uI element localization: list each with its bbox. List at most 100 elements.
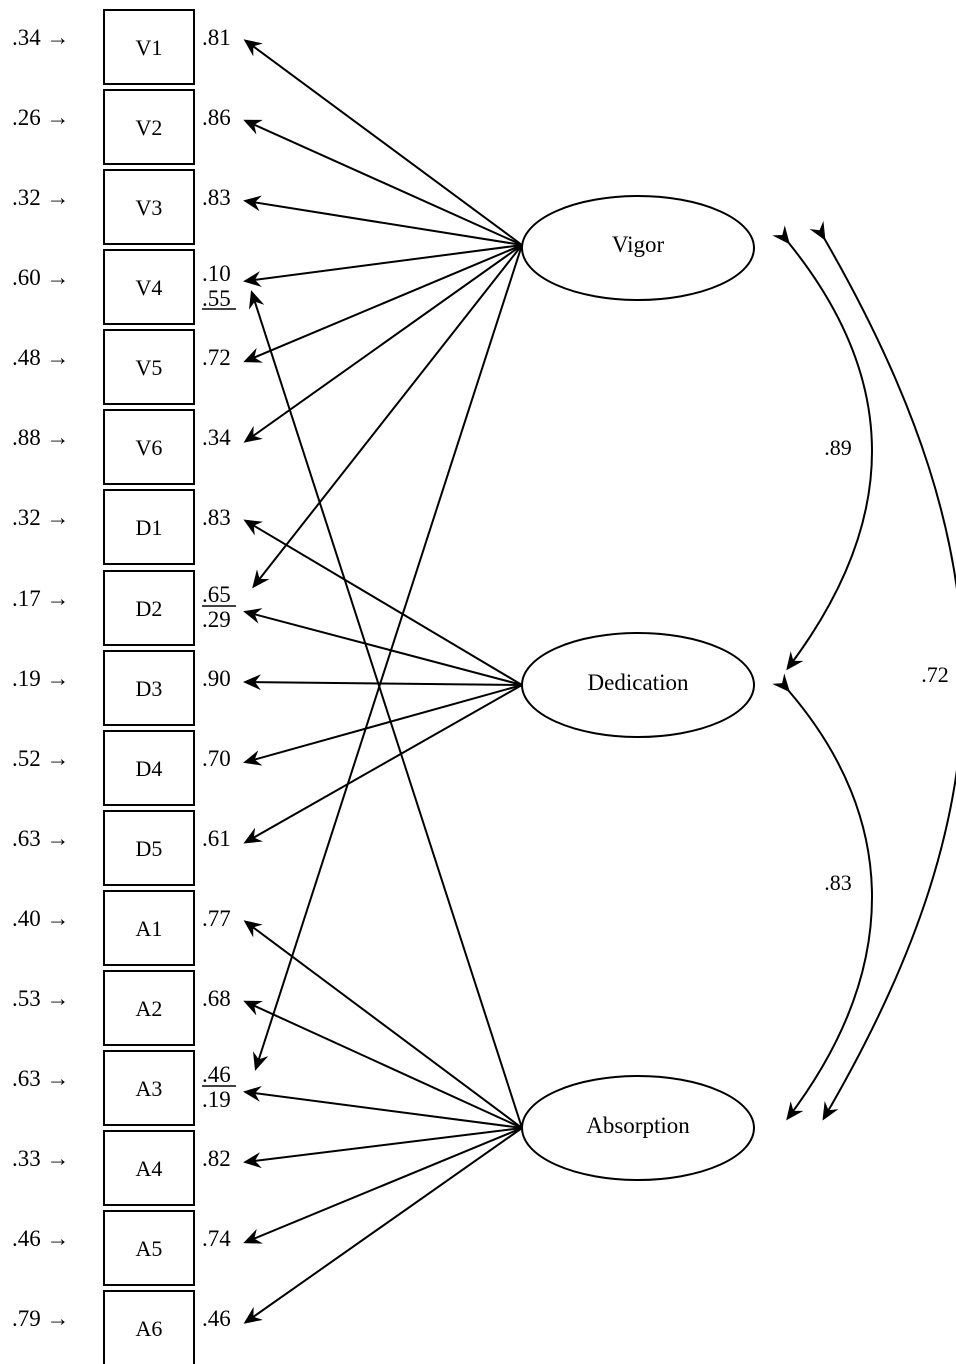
cross-loading: .46	[202, 1062, 231, 1087]
indicator-d4: D4 .52 → .70	[12, 730, 231, 806]
corr-vigor-absorption-arc	[809, 221, 956, 1121]
factor-vigor-label: Vigor	[612, 232, 665, 257]
factor-loading: .70	[202, 746, 231, 771]
loading-arrow-absorption-a5	[243, 1127, 523, 1244]
indicator-box	[103, 1290, 195, 1364]
indicators: V1 .34 → .81 V2 .26 → .86 V3 .32 → .83 V4 .60 → .10…	[12, 9, 236, 1364]
error-variance: .32 →	[12, 505, 70, 530]
indicator-label: A1	[136, 916, 163, 941]
factor-loading: .61	[202, 826, 231, 851]
cross-loading: .65	[202, 582, 231, 607]
indicator-label: D1	[136, 515, 163, 540]
indicator-box	[103, 89, 195, 165]
loading-arrow-vigor-v2	[243, 119, 523, 246]
indicator-a4: A4 .33 → .82	[12, 1130, 231, 1206]
indicator-box	[103, 329, 195, 405]
indicator-label: V1	[136, 35, 163, 60]
factor-loading: .90	[202, 666, 231, 691]
error-variance: .63 →	[12, 1066, 70, 1091]
indicator-v5: V5 .48 → .72	[12, 329, 231, 405]
indicator-box	[103, 249, 195, 325]
indicator-label: A2	[136, 996, 163, 1021]
indicator-label: V2	[136, 115, 163, 140]
indicator-box	[103, 730, 195, 806]
loading-arrow-vigor-v1	[243, 39, 523, 246]
loading-arrow-vigor-v3	[243, 195, 523, 246]
factor-loading: .10	[202, 261, 231, 286]
indicator-label: D5	[136, 836, 163, 861]
factor-vigor: Vigor	[521, 195, 755, 301]
indicator-box	[103, 890, 195, 966]
indicator-label: D3	[136, 676, 163, 701]
indicator-a2: A2 .53 → .68	[12, 970, 231, 1046]
error-variance: .19 →	[12, 666, 70, 691]
factor-loading: .74	[202, 1226, 231, 1251]
error-variance: .60 →	[12, 265, 70, 290]
corr-vigor-dedication-value: .89	[824, 435, 852, 460]
error-variance: .40 →	[12, 906, 70, 931]
indicator-a6: A6 .79 → .46	[12, 1290, 231, 1364]
error-variance: .46 →	[12, 1226, 70, 1251]
indicator-box	[103, 1050, 195, 1126]
factor-loading: .34	[202, 425, 231, 450]
factor-loading: .83	[202, 185, 231, 210]
error-variance: .26 →	[12, 105, 70, 130]
error-variance: .34 →	[12, 25, 70, 50]
indicator-d5: D5 .63 → .61	[12, 810, 231, 886]
indicator-label: V5	[136, 355, 163, 380]
error-variance: .17 →	[12, 586, 70, 611]
loading-arrow-dedication-d3	[243, 674, 523, 691]
cross-loading-arrow-vigor-a3	[253, 244, 523, 1071]
indicator-box	[103, 1130, 195, 1206]
cross-loading-arrow-vigor-d2	[252, 244, 523, 589]
indicator-v1: V1 .34 → .81	[12, 9, 231, 85]
indicator-a1: A1 .40 → .77	[12, 890, 231, 966]
indicator-label: A4	[136, 1156, 163, 1181]
indicator-a5: A5 .46 → .74	[12, 1210, 231, 1286]
error-variance: .32 →	[12, 185, 70, 210]
factor-loading: .81	[202, 25, 231, 50]
indicator-v4: V4 .60 → .10.55	[12, 249, 236, 325]
error-variance: .63 →	[12, 826, 70, 851]
loading-arrow-dedication-d5	[243, 684, 523, 844]
factor-loading: .82	[202, 1146, 231, 1171]
indicator-box	[103, 810, 195, 886]
cross-loading: .55	[202, 286, 231, 311]
error-variance: .33 →	[12, 1146, 70, 1171]
indicator-d1: D1 .32 → .83	[12, 489, 231, 565]
loading-arrow-vigor-v4	[243, 244, 523, 287]
indicator-label: V6	[136, 435, 163, 460]
factor-loading: .68	[202, 986, 231, 1011]
indicator-label: A6	[136, 1316, 163, 1341]
indicator-d3: D3 .19 → .90	[12, 650, 231, 726]
loading-arrow-dedication-d4	[243, 684, 523, 766]
indicator-v3: V3 .32 → .83	[12, 169, 231, 245]
factor-loading: .86	[202, 105, 231, 130]
factor-absorption-label: Absorption	[586, 1113, 690, 1138]
corr-dedication-absorption-value: .83	[824, 870, 852, 895]
factor-absorption: Absorption	[521, 1075, 755, 1181]
loading-arrow-vigor-v6	[243, 244, 523, 443]
indicator-label: D2	[136, 596, 163, 621]
indicator-box	[103, 489, 195, 565]
indicator-label: V3	[136, 195, 163, 220]
loading-arrow-vigor-v5	[243, 244, 523, 363]
factor-dedication: Dedication	[521, 632, 755, 738]
corr-vigor-absorption-value: .72	[921, 662, 949, 687]
error-variance: .48 →	[12, 345, 70, 370]
error-variance: .88 →	[12, 425, 70, 450]
cross-loading-arrow-absorption-v4	[249, 290, 523, 1129]
factor-loading: .77	[202, 906, 231, 931]
indicator-v6: V6 .88 → .34	[12, 409, 231, 485]
factor-dedication-label: Dedication	[588, 670, 689, 695]
loading-arrow-absorption-a3	[243, 1086, 523, 1129]
factor-loading: .19	[202, 1087, 231, 1112]
loading-arrow-dedication-d1	[243, 519, 523, 686]
indicator-box	[103, 570, 195, 646]
indicator-box	[103, 1210, 195, 1286]
indicator-box	[103, 650, 195, 726]
indicator-label: A3	[136, 1076, 163, 1101]
indicator-box	[103, 169, 195, 245]
indicator-box	[103, 970, 195, 1046]
